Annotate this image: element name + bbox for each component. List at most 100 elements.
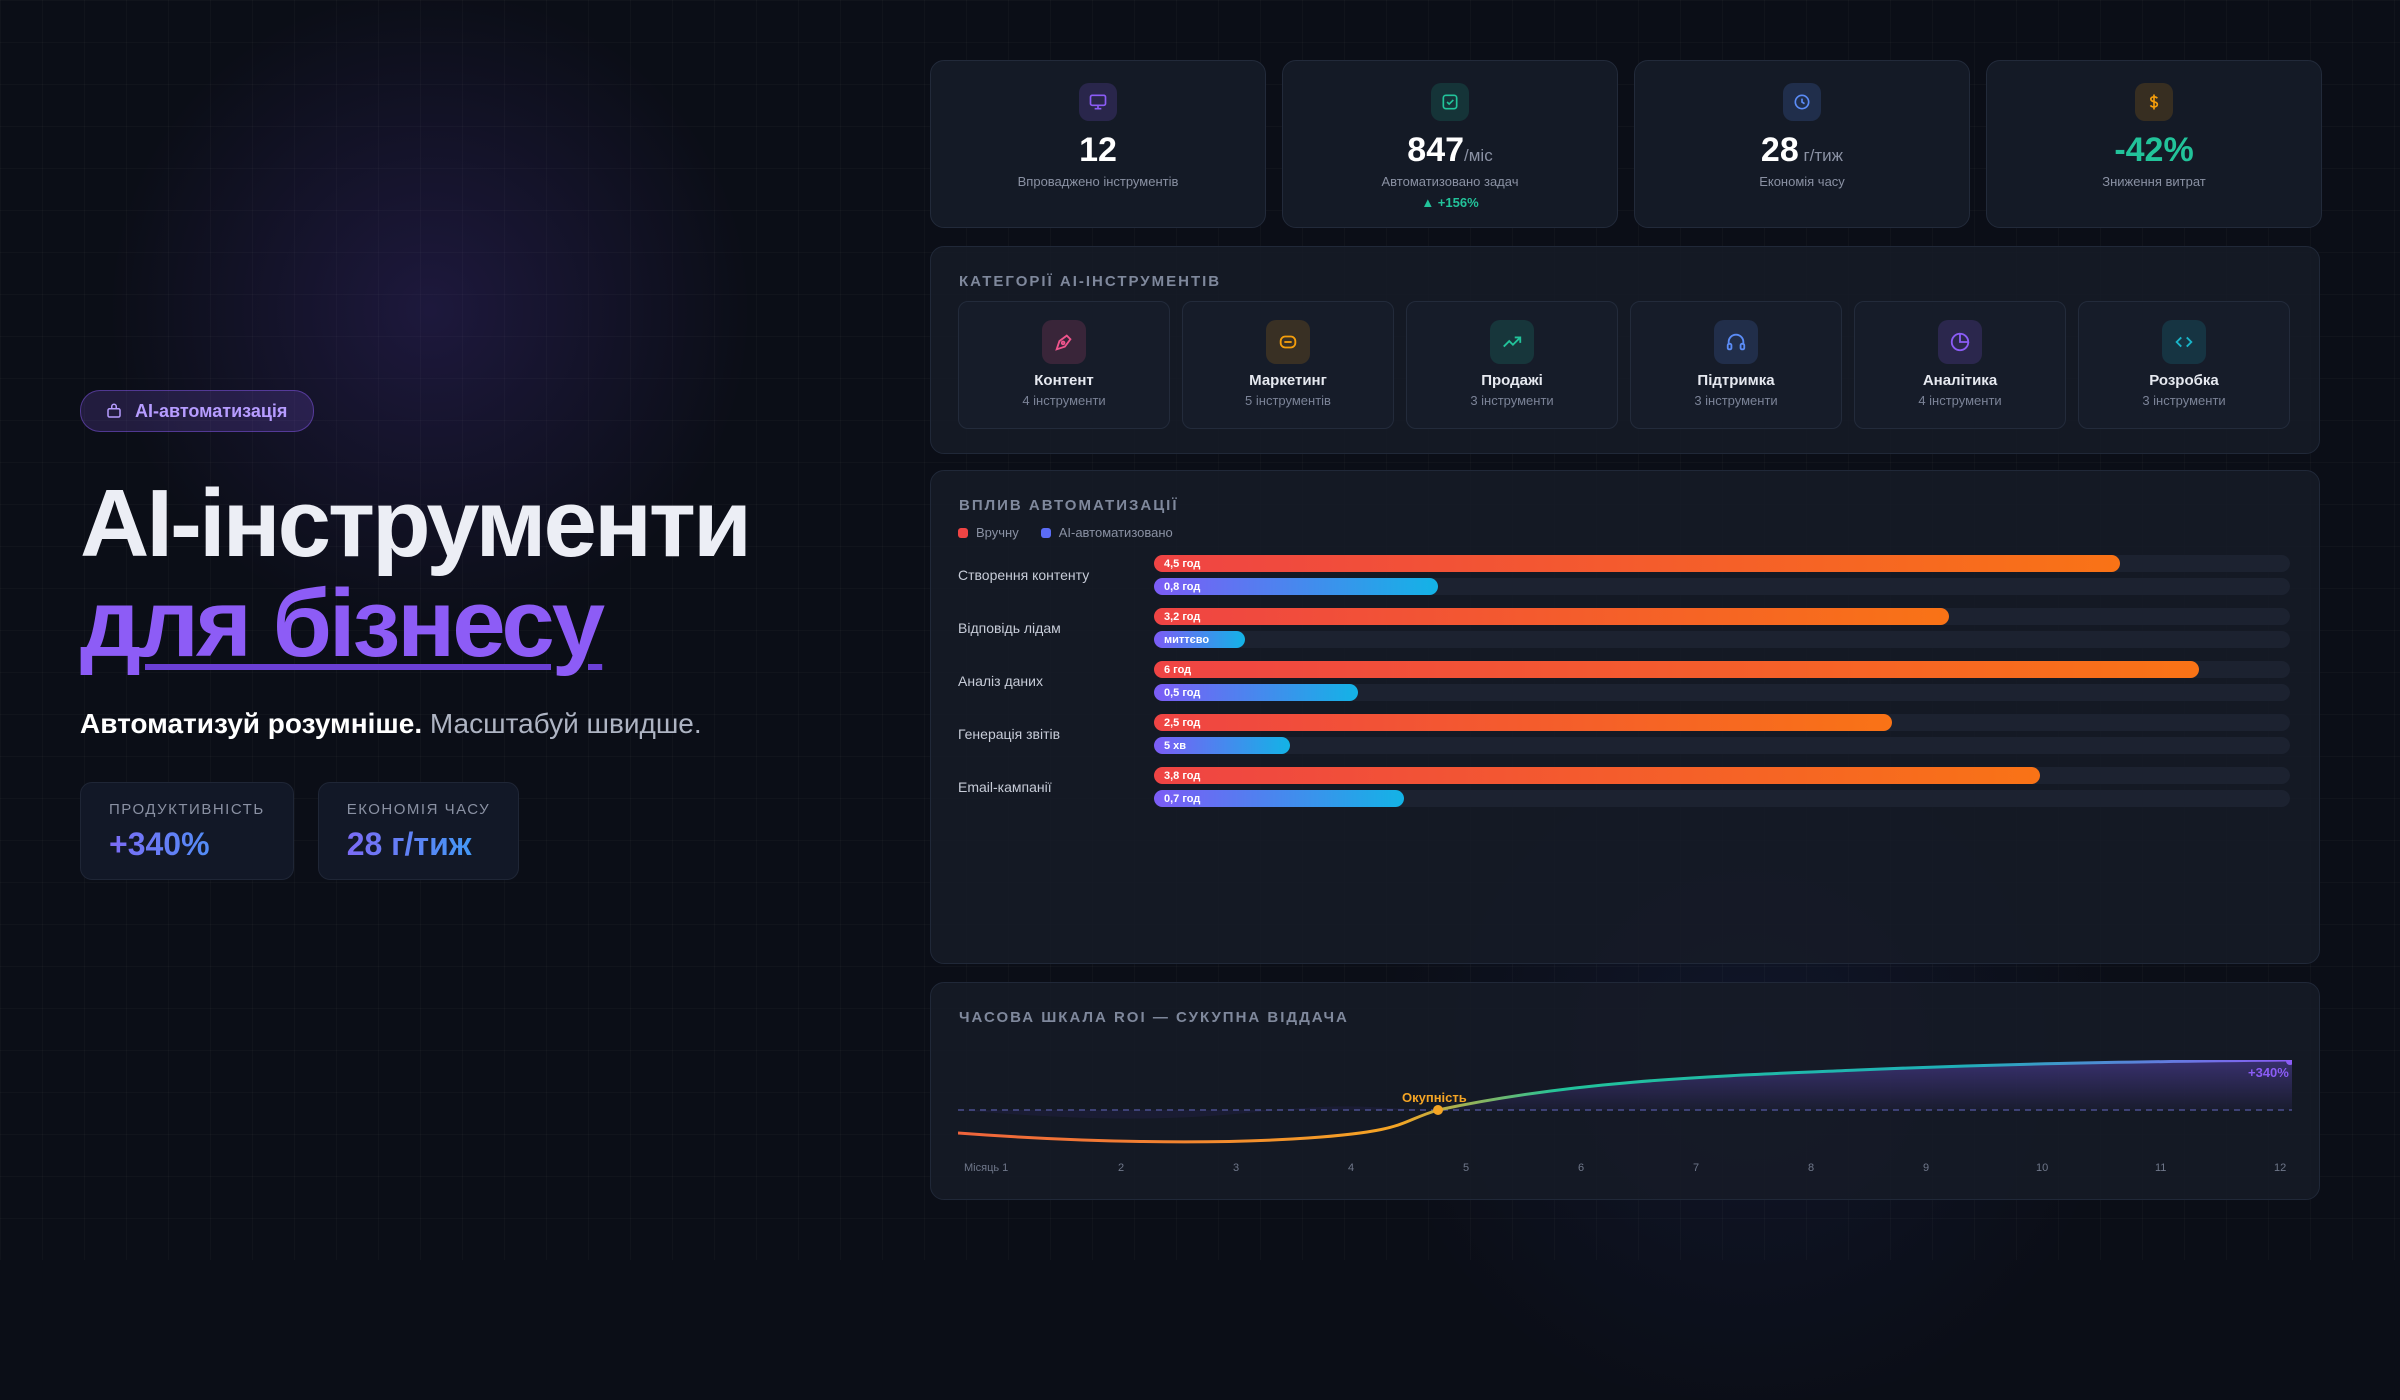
task-label: Створення контенту [958, 567, 1090, 583]
stat-label: ЕКОНОМІЯ ЧАСУ [346, 801, 491, 818]
kpi-number: -42% [2114, 131, 2194, 169]
legend-label: Вручну [976, 525, 1019, 540]
breakeven-label: Окупність [1402, 1090, 1467, 1105]
category-count: 4 інструменти [1918, 393, 2002, 408]
bar-label: 3,8 год [1164, 770, 1201, 782]
x-tick: 10 [2036, 1162, 2049, 1174]
bar-track-ai: 5 хв [1154, 737, 2290, 754]
bar-track-manual: 6 год [1154, 661, 2290, 678]
category-count: 3 інструменти [1694, 393, 1778, 408]
legend-label: AI-автоматизовано [1058, 525, 1173, 540]
category-card-development[interactable]: Розробка 3 інструменти [2078, 301, 2290, 429]
kpi-delta: ▲ +156% [1421, 195, 1479, 210]
hero-stats: ПРОДУКТИВНІСТЬ +340% ЕКОНОМІЯ ЧАСУ 28 г/… [80, 782, 840, 880]
category-name: Розробка [2149, 372, 2219, 389]
bar-ai: 0,7 год [1154, 790, 1404, 807]
panel-title: ЧАСОВА ШКАЛА ROI — СУКУПНА ВІДДАЧА [959, 1009, 1349, 1026]
kpi-value: 12 [931, 131, 1265, 170]
kpi-card-tools: 12 Впроваджено інструментів [930, 60, 1266, 228]
bar-track-manual: 2,5 год [1154, 714, 2290, 731]
kpi-number: 12 [1079, 131, 1117, 169]
task-label: Аналіз даних [958, 673, 1043, 689]
kpi-caption: Зниження витрат [2102, 174, 2206, 189]
stat-value: 28 г/тиж [347, 826, 490, 863]
panel-title: КАТЕГОРІЇ AI-ІНСТРУМЕНТІВ [959, 273, 1222, 290]
bar-label: 0,5 год [1164, 687, 1201, 699]
bar-track-ai: 0,7 год [1154, 790, 2290, 807]
legend-item-ai: AI-автоматизовано [1040, 525, 1173, 540]
legend-item-manual: Вручну [958, 525, 1019, 540]
code-icon [2162, 320, 2206, 364]
tagline-strong: Автоматизуй розумніше. [80, 708, 423, 739]
roi-area [1438, 1060, 2292, 1110]
category-card-analytics[interactable]: Аналітика 4 інструменти [1854, 301, 2066, 429]
background-glow [80, 0, 780, 660]
x-tick: 11 [2155, 1162, 2167, 1174]
category-name: Продажі [1481, 372, 1543, 389]
x-tick: 9 [1923, 1162, 1930, 1174]
category-name: Аналітика [1922, 372, 1998, 389]
bar-track-manual: 3,8 год [1154, 767, 2290, 784]
category-card-support[interactable]: Підтримка 3 інструменти [1630, 301, 1842, 429]
category-name: Маркетинг [1249, 372, 1327, 389]
trending-up-icon [1490, 320, 1534, 364]
category-card-content[interactable]: Контент 4 інструменти [958, 301, 1170, 429]
category-name: Підтримка [1697, 372, 1775, 389]
category-count: 5 інструментів [1245, 393, 1331, 408]
kpi-value: 847/міс [1283, 131, 1617, 170]
x-tick: 7 [1693, 1162, 1700, 1174]
bar-label: 6 год [1164, 664, 1192, 676]
category-name: Контент [1034, 372, 1094, 389]
panel-title: ВПЛИВ АВТОМАТИЗАЦІЇ [959, 497, 1179, 514]
x-tick: 12 [2274, 1162, 2287, 1174]
kpi-card-cost: -42% Зниження витрат [1986, 60, 2322, 228]
bar-track-manual: 4,5 год [1154, 555, 2290, 572]
stat-value: +340% [109, 826, 265, 863]
category-card-marketing[interactable]: Маркетинг 5 інструментів [1182, 301, 1394, 429]
x-tick: 6 [1578, 1162, 1585, 1174]
tagline-rest: Масштабуй швидше. [422, 708, 702, 739]
kpi-caption: Автоматизовано задач [1381, 174, 1519, 189]
roi-area [958, 1106, 1438, 1119]
bar-ai: 0,8 год [1154, 578, 1438, 595]
category-badge: AI-автоматизація [80, 390, 315, 432]
bar-label: 4,5 год [1164, 558, 1201, 570]
kpi-card-time: 28 г/тиж Економія часу [1634, 60, 1970, 228]
stat-productivity: ПРОДУКТИВНІСТЬ +340% [80, 782, 294, 880]
bar-label: 5 хв [1164, 740, 1187, 752]
bar-track-ai: 0,5 год [1154, 684, 2290, 701]
impact-legend: Вручну AI-автоматизовано [958, 525, 1173, 540]
kpi-card-tasks: 847/міс Автоматизовано задач ▲ +156% [1282, 60, 1618, 228]
bar-label: 0,7 год [1164, 793, 1201, 805]
category-count: 3 інструменти [2142, 393, 2226, 408]
hero-title: AI-інструменти [80, 470, 752, 577]
kpi-value: 28 г/тиж [1635, 131, 1969, 170]
task-label: Відповідь лідам [958, 620, 1061, 636]
bar-ai: 0,5 год [1154, 684, 1359, 701]
megaphone-icon [1266, 320, 1310, 364]
kpi-number: 28 [1760, 131, 1799, 169]
category-card-sales[interactable]: Продажі 3 інструменти [1406, 301, 1618, 429]
stat-time-saved: ЕКОНОМІЯ ЧАСУ 28 г/тиж [317, 782, 520, 880]
roi-line [958, 1060, 2292, 1144]
bar-manual: 3,2 год [1154, 608, 1950, 625]
stat-label: ПРОДУКТИВНІСТЬ [109, 801, 265, 818]
task-label: Генерація звітів [958, 726, 1061, 742]
kpi-unit: г/тиж [1798, 146, 1844, 165]
bar-track-manual: 3,2 год [1154, 608, 2290, 625]
bar-manual: 4,5 год [1154, 555, 2120, 572]
bar-ai: 5 хв [1154, 737, 1291, 754]
bar-manual: 6 год [1154, 661, 2200, 678]
bar-manual: 2,5 год [1154, 714, 1893, 731]
hero-title-accent: для бізнесу [80, 570, 605, 677]
check-square-icon [1431, 83, 1469, 121]
category-count: 3 інструменти [1470, 393, 1554, 408]
kpi-caption: Економія часу [1759, 174, 1845, 189]
monitor-icon [1079, 83, 1117, 121]
x-tick: Місяць 1 [964, 1162, 1009, 1174]
badge-label: AI-автоматизація [135, 400, 288, 421]
category-count: 4 інструменти [1022, 393, 1106, 408]
bar-ai: миттєво [1154, 631, 1245, 648]
robot-icon [107, 403, 121, 418]
bar-manual: 3,8 год [1154, 767, 2041, 784]
